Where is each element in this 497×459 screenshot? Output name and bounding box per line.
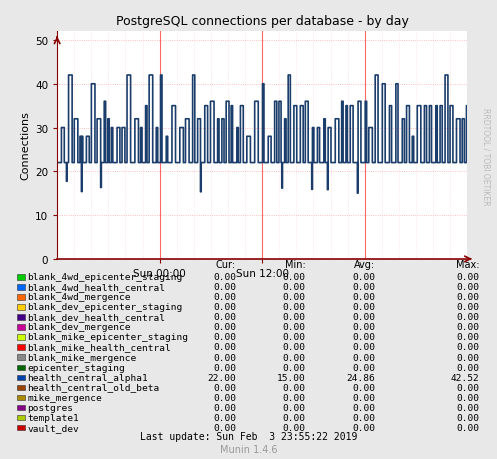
Text: 24.86: 24.86 bbox=[346, 373, 375, 382]
Text: blank_4wd_health_central: blank_4wd_health_central bbox=[27, 283, 166, 291]
Text: template1: template1 bbox=[27, 413, 79, 422]
Text: 0.00: 0.00 bbox=[457, 273, 480, 282]
Text: 0.00: 0.00 bbox=[352, 273, 375, 282]
Text: 0.00: 0.00 bbox=[213, 293, 236, 302]
Text: 0.00: 0.00 bbox=[213, 313, 236, 322]
Text: blank_4wd_epicenter_staging: blank_4wd_epicenter_staging bbox=[27, 273, 182, 282]
Text: 0.00: 0.00 bbox=[352, 363, 375, 372]
Text: blank_dev_mergence: blank_dev_mergence bbox=[27, 323, 131, 332]
Text: 42.52: 42.52 bbox=[451, 373, 480, 382]
Text: 0.00: 0.00 bbox=[213, 413, 236, 422]
Text: 0.00: 0.00 bbox=[283, 353, 306, 362]
Text: 0.00: 0.00 bbox=[457, 283, 480, 291]
Text: 0.00: 0.00 bbox=[457, 293, 480, 302]
Text: 0.00: 0.00 bbox=[457, 413, 480, 422]
Text: 0.00: 0.00 bbox=[457, 313, 480, 322]
Text: 0.00: 0.00 bbox=[352, 413, 375, 422]
Text: 0.00: 0.00 bbox=[283, 413, 306, 422]
Text: 0.00: 0.00 bbox=[283, 273, 306, 282]
Text: 0.00: 0.00 bbox=[457, 303, 480, 312]
Text: 0.00: 0.00 bbox=[283, 383, 306, 392]
Text: Avg:: Avg: bbox=[354, 259, 375, 269]
Text: health_central_old_beta: health_central_old_beta bbox=[27, 383, 160, 392]
Text: 0.00: 0.00 bbox=[457, 323, 480, 332]
Text: 0.00: 0.00 bbox=[352, 333, 375, 341]
Text: blank_dev_health_central: blank_dev_health_central bbox=[27, 313, 166, 322]
Text: blank_mike_mergence: blank_mike_mergence bbox=[27, 353, 137, 362]
Text: 0.00: 0.00 bbox=[213, 353, 236, 362]
Text: blank_4wd_mergence: blank_4wd_mergence bbox=[27, 293, 131, 302]
Text: 0.00: 0.00 bbox=[283, 303, 306, 312]
Text: 0.00: 0.00 bbox=[352, 423, 375, 432]
Text: 0.00: 0.00 bbox=[283, 313, 306, 322]
Text: 0.00: 0.00 bbox=[283, 343, 306, 352]
Text: 0.00: 0.00 bbox=[457, 383, 480, 392]
Text: 0.00: 0.00 bbox=[352, 313, 375, 322]
Text: blank_mike_health_central: blank_mike_health_central bbox=[27, 343, 171, 352]
Text: 0.00: 0.00 bbox=[283, 423, 306, 432]
Text: RRDTOOL / TOBI OETIKER: RRDTOOL / TOBI OETIKER bbox=[482, 107, 491, 205]
Text: 0.00: 0.00 bbox=[283, 363, 306, 372]
Text: 0.00: 0.00 bbox=[213, 423, 236, 432]
Text: 0.00: 0.00 bbox=[213, 323, 236, 332]
Text: 0.00: 0.00 bbox=[213, 283, 236, 291]
Text: blank_dev_epicenter_staging: blank_dev_epicenter_staging bbox=[27, 303, 182, 312]
Text: 0.00: 0.00 bbox=[213, 333, 236, 341]
Text: 0.00: 0.00 bbox=[283, 323, 306, 332]
Text: 0.00: 0.00 bbox=[352, 323, 375, 332]
Text: 15.00: 15.00 bbox=[277, 373, 306, 382]
Text: 0.00: 0.00 bbox=[352, 343, 375, 352]
Text: 0.00: 0.00 bbox=[283, 403, 306, 412]
Text: health_central_alpha1: health_central_alpha1 bbox=[27, 373, 148, 382]
Text: Last update: Sun Feb  3 23:55:22 2019: Last update: Sun Feb 3 23:55:22 2019 bbox=[140, 431, 357, 441]
Text: Max:: Max: bbox=[456, 259, 480, 269]
Text: 0.00: 0.00 bbox=[213, 383, 236, 392]
Text: 0.00: 0.00 bbox=[213, 363, 236, 372]
Text: Munin 1.4.6: Munin 1.4.6 bbox=[220, 444, 277, 454]
Text: Min:: Min: bbox=[285, 259, 306, 269]
Text: 0.00: 0.00 bbox=[457, 393, 480, 402]
Text: Cur:: Cur: bbox=[216, 259, 236, 269]
Text: 0.00: 0.00 bbox=[213, 273, 236, 282]
Text: 0.00: 0.00 bbox=[352, 403, 375, 412]
Text: 0.00: 0.00 bbox=[352, 293, 375, 302]
Text: 0.00: 0.00 bbox=[352, 283, 375, 291]
Y-axis label: Connections: Connections bbox=[21, 112, 31, 180]
Text: 0.00: 0.00 bbox=[352, 383, 375, 392]
Text: 0.00: 0.00 bbox=[457, 363, 480, 372]
Text: 22.00: 22.00 bbox=[207, 373, 236, 382]
Text: 0.00: 0.00 bbox=[213, 403, 236, 412]
Text: 0.00: 0.00 bbox=[457, 403, 480, 412]
Text: 0.00: 0.00 bbox=[283, 283, 306, 291]
Text: 0.00: 0.00 bbox=[352, 303, 375, 312]
Text: mike_mergence: mike_mergence bbox=[27, 393, 102, 402]
Text: 0.00: 0.00 bbox=[213, 343, 236, 352]
Text: 0.00: 0.00 bbox=[457, 423, 480, 432]
Text: 0.00: 0.00 bbox=[457, 343, 480, 352]
Text: 0.00: 0.00 bbox=[352, 393, 375, 402]
Text: 0.00: 0.00 bbox=[283, 293, 306, 302]
Text: vault_dev: vault_dev bbox=[27, 423, 79, 432]
Text: 0.00: 0.00 bbox=[283, 393, 306, 402]
Text: 0.00: 0.00 bbox=[457, 353, 480, 362]
Text: 0.00: 0.00 bbox=[352, 353, 375, 362]
Text: 0.00: 0.00 bbox=[213, 303, 236, 312]
Text: 0.00: 0.00 bbox=[457, 333, 480, 341]
Text: blank_mike_epicenter_staging: blank_mike_epicenter_staging bbox=[27, 333, 188, 341]
Title: PostgreSQL connections per database - by day: PostgreSQL connections per database - by… bbox=[116, 15, 409, 28]
Text: 0.00: 0.00 bbox=[283, 333, 306, 341]
Text: 0.00: 0.00 bbox=[213, 393, 236, 402]
Text: postgres: postgres bbox=[27, 403, 74, 412]
Text: epicenter_staging: epicenter_staging bbox=[27, 363, 125, 372]
